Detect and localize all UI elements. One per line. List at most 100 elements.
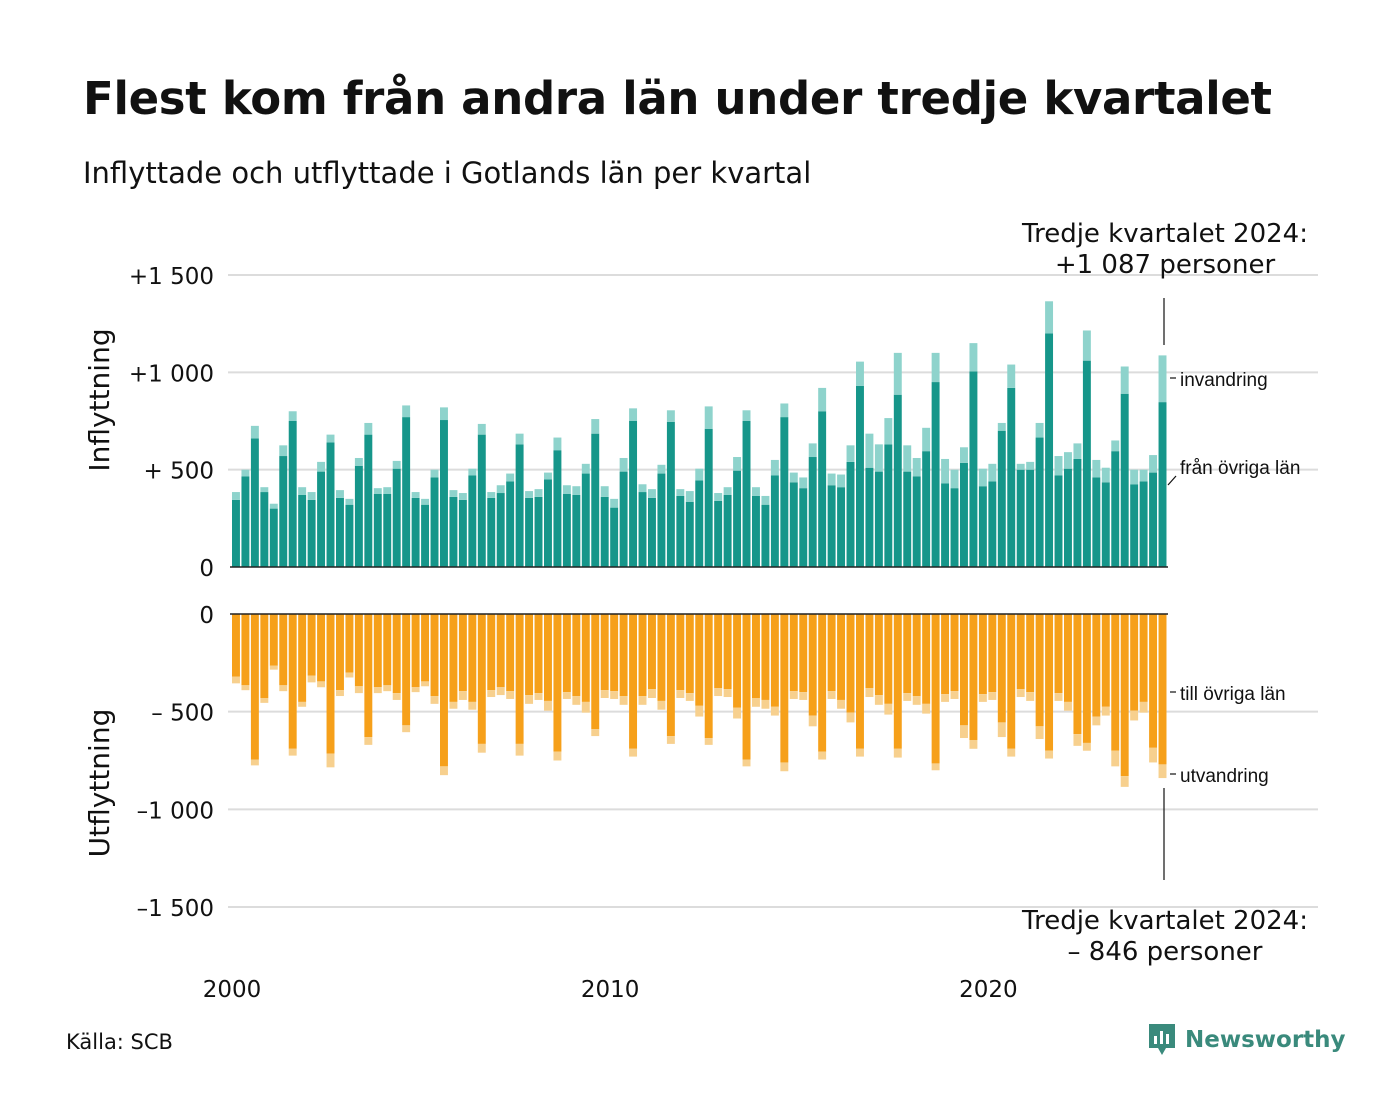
bar-fran-ovriga-lan — [534, 496, 543, 567]
bar-till-ovriga-lan — [723, 614, 732, 690]
bar-till-ovriga-lan — [326, 614, 335, 754]
bar-till-ovriga-lan — [657, 614, 666, 701]
bar-fran-ovriga-lan — [1111, 451, 1120, 567]
bar-invandring — [733, 457, 742, 471]
bar-invandring — [1064, 452, 1072, 469]
bar-till-ovriga-lan — [733, 614, 742, 708]
bar-fran-ovriga-lan — [704, 428, 713, 567]
bar-fran-ovriga-lan — [903, 471, 912, 567]
bar-fran-ovriga-lan — [402, 417, 411, 567]
bar-till-ovriga-lan — [279, 614, 288, 686]
bar-utvandring — [411, 687, 420, 693]
bar-invandring — [496, 485, 505, 494]
bar-till-ovriga-lan — [1111, 614, 1120, 751]
bar-fran-ovriga-lan — [581, 473, 590, 567]
bar-till-ovriga-lan — [997, 614, 1006, 723]
bar-fran-ovriga-lan — [818, 411, 827, 567]
bar-till-ovriga-lan — [988, 614, 997, 693]
bar-invandring — [1120, 366, 1129, 394]
bar-till-ovriga-lan — [440, 614, 448, 767]
bar-till-ovriga-lan — [704, 614, 713, 739]
bar-invandring — [969, 343, 978, 372]
bar-till-ovriga-lan — [1082, 614, 1091, 743]
bar-till-ovriga-lan — [629, 614, 638, 749]
bar-till-ovriga-lan — [345, 614, 354, 673]
upper-y-tick-label: +1 500 — [129, 264, 214, 290]
bar-invandring — [449, 490, 458, 497]
bar-fran-ovriga-lan — [865, 467, 874, 567]
bar-fran-ovriga-lan — [629, 421, 638, 567]
bar-fran-ovriga-lan — [364, 434, 373, 567]
bar-till-ovriga-lan — [960, 614, 968, 726]
bar-utvandring — [525, 695, 534, 704]
bar-utvandring — [893, 748, 902, 758]
bar-invandring — [515, 433, 524, 445]
bar-till-ovriga-lan — [770, 614, 779, 707]
bar-utvandring — [837, 699, 846, 709]
bar-fran-ovriga-lan — [600, 496, 609, 567]
bar-utvandring — [780, 762, 789, 772]
bar-till-ovriga-lan — [714, 614, 723, 689]
bar-utvandring — [1111, 750, 1120, 767]
lower-y-axis-title: Utflyttning — [83, 709, 116, 858]
bar-invandring — [279, 445, 288, 457]
bar-utvandring — [534, 693, 543, 700]
x-tick-label: 2020 — [959, 977, 1018, 1000]
bar-till-ovriga-lan — [572, 614, 581, 697]
bar-utvandring — [288, 748, 297, 756]
bar-invandring — [336, 490, 344, 498]
bar-invandring — [676, 489, 685, 496]
bar-utvandring — [865, 688, 874, 698]
lower-y-tick-label: 0 — [199, 603, 214, 629]
bar-till-ovriga-lan — [1073, 614, 1082, 735]
bar-fran-ovriga-lan — [619, 471, 628, 567]
bar-till-ovriga-lan — [685, 614, 694, 694]
bar-utvandring — [440, 766, 448, 776]
bar-till-ovriga-lan — [1035, 614, 1044, 727]
bar-utvandring — [1101, 706, 1110, 716]
bar-till-ovriga-lan — [1149, 614, 1158, 748]
bar-utvandring — [1120, 776, 1129, 787]
bar-utvandring — [421, 681, 430, 687]
bar-fran-ovriga-lan — [307, 499, 316, 567]
bar-till-ovriga-lan — [477, 614, 486, 744]
bar-invandring — [534, 489, 543, 497]
axes: 0 + 500 +1 000 +1 500 0 – 500 –1 000 –1 500 2000… — [129, 264, 1168, 1000]
bar-fran-ovriga-lan — [260, 492, 269, 567]
bar-till-ovriga-lan — [373, 614, 382, 688]
bar-till-ovriga-lan — [941, 614, 950, 695]
bar-fran-ovriga-lan — [846, 461, 855, 567]
bar-invandring — [1035, 422, 1044, 438]
bar-fran-ovriga-lan — [572, 494, 581, 567]
bar-utvandring — [610, 691, 619, 699]
bar-till-ovriga-lan — [789, 614, 798, 692]
bar-utvandring — [515, 743, 524, 756]
bar-fran-ovriga-lan — [1120, 393, 1129, 567]
bar-till-ovriga-lan — [761, 614, 770, 700]
bar-utvandring — [997, 722, 1006, 738]
bar-invandring — [695, 468, 704, 481]
bar-invandring — [298, 487, 307, 495]
bar-fran-ovriga-lan — [657, 473, 666, 567]
bar-fran-ovriga-lan — [780, 417, 789, 567]
bar-fran-ovriga-lan — [922, 451, 931, 567]
bar-invandring — [487, 492, 496, 498]
bar-invandring — [364, 422, 373, 435]
bar-till-ovriga-lan — [269, 614, 278, 666]
bar-fran-ovriga-lan — [468, 475, 477, 567]
bar-till-ovriga-lan — [250, 614, 259, 760]
bar-utvandring — [345, 672, 354, 678]
bar-invandring — [307, 492, 316, 500]
bar-fran-ovriga-lan — [288, 421, 297, 567]
bar-fran-ovriga-lan — [317, 471, 326, 567]
bar-fran-ovriga-lan — [279, 456, 288, 567]
bar-utvandring — [1149, 747, 1158, 763]
bar-till-ovriga-lan — [307, 614, 316, 676]
bar-invandring — [1045, 301, 1054, 334]
bar-utvandring — [629, 748, 638, 757]
bar-fran-ovriga-lan — [1139, 481, 1148, 567]
bar-fran-ovriga-lan — [1082, 360, 1091, 567]
bar-invandring — [610, 498, 619, 508]
bar-till-ovriga-lan — [581, 614, 590, 702]
bar-utvandring — [884, 703, 893, 715]
